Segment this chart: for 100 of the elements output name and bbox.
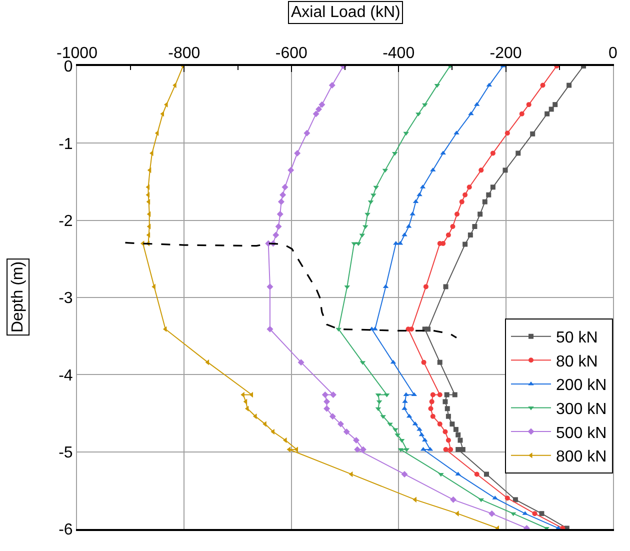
point bbox=[280, 192, 286, 198]
x-tick-label: -600 bbox=[275, 44, 308, 62]
y-tick-label: -3 bbox=[58, 290, 73, 308]
point bbox=[315, 106, 322, 112]
point bbox=[437, 392, 442, 398]
y-tick-label: -2 bbox=[58, 212, 73, 230]
point bbox=[544, 111, 550, 116]
point bbox=[453, 426, 458, 432]
point bbox=[430, 414, 436, 419]
legend-label: 800 kN bbox=[556, 448, 607, 466]
point bbox=[462, 242, 468, 247]
point bbox=[438, 472, 444, 477]
point bbox=[450, 422, 455, 427]
legend-label: 500 kN bbox=[556, 424, 607, 442]
legend-label: 50 kN bbox=[556, 330, 598, 347]
point bbox=[266, 283, 274, 290]
point bbox=[446, 414, 451, 419]
point bbox=[437, 360, 442, 365]
point bbox=[474, 472, 480, 477]
point bbox=[466, 184, 472, 190]
point bbox=[442, 399, 448, 404]
point bbox=[539, 511, 544, 516]
y-tick-label: -1 bbox=[58, 136, 73, 153]
point bbox=[450, 496, 457, 503]
point bbox=[428, 406, 434, 412]
point bbox=[324, 405, 330, 412]
point bbox=[416, 192, 422, 196]
point bbox=[430, 392, 436, 398]
point bbox=[364, 212, 370, 217]
point bbox=[276, 210, 284, 218]
point bbox=[526, 102, 532, 108]
y-tick-label: -6 bbox=[58, 522, 73, 539]
point bbox=[484, 472, 489, 477]
point bbox=[519, 111, 524, 116]
point bbox=[337, 420, 344, 428]
point bbox=[336, 328, 342, 332]
point bbox=[488, 510, 496, 517]
point bbox=[421, 360, 426, 365]
point bbox=[512, 497, 518, 502]
point bbox=[468, 111, 474, 116]
point bbox=[490, 150, 496, 156]
point bbox=[448, 447, 454, 452]
point bbox=[423, 284, 428, 290]
point bbox=[146, 224, 151, 230]
point bbox=[490, 184, 496, 190]
x-tick-label: 0 bbox=[608, 44, 618, 62]
point bbox=[146, 232, 150, 238]
point bbox=[552, 102, 558, 108]
x-tick-label: -200 bbox=[490, 44, 522, 62]
point bbox=[373, 186, 379, 190]
point bbox=[294, 150, 301, 156]
point bbox=[486, 192, 492, 198]
point bbox=[304, 130, 310, 136]
point bbox=[444, 392, 450, 398]
point bbox=[266, 326, 274, 332]
x-tick-label: -800 bbox=[168, 44, 200, 62]
x-axis-title: Axial Load (kN) bbox=[291, 4, 400, 21]
point bbox=[318, 101, 326, 108]
point bbox=[437, 422, 442, 427]
point bbox=[478, 212, 483, 217]
point bbox=[286, 446, 291, 452]
point bbox=[278, 198, 284, 206]
point bbox=[460, 447, 466, 452]
point bbox=[516, 150, 521, 156]
y-axis-title: Depth (m) bbox=[10, 261, 27, 333]
point bbox=[462, 192, 468, 198]
point bbox=[540, 82, 546, 88]
point bbox=[444, 406, 450, 412]
point bbox=[548, 106, 554, 112]
point bbox=[450, 224, 456, 230]
point bbox=[353, 437, 360, 444]
point bbox=[312, 110, 320, 118]
point bbox=[468, 232, 473, 238]
point bbox=[452, 392, 458, 398]
point bbox=[459, 199, 464, 204]
point bbox=[324, 398, 330, 405]
point bbox=[360, 446, 366, 453]
point bbox=[429, 399, 434, 404]
point bbox=[354, 446, 361, 453]
point bbox=[454, 212, 460, 217]
point bbox=[329, 413, 336, 420]
point bbox=[566, 82, 572, 88]
point bbox=[330, 391, 336, 398]
point bbox=[456, 432, 461, 438]
point bbox=[322, 391, 328, 398]
point bbox=[472, 224, 478, 230]
point bbox=[443, 284, 448, 290]
point bbox=[275, 223, 282, 230]
point bbox=[446, 232, 451, 238]
y-tick-label: -4 bbox=[58, 367, 73, 384]
point bbox=[456, 447, 461, 452]
point bbox=[458, 438, 463, 443]
point bbox=[272, 232, 280, 238]
line-series bbox=[124, 242, 458, 338]
point bbox=[532, 511, 538, 516]
line-series bbox=[140, 66, 500, 529]
point bbox=[343, 428, 350, 436]
point bbox=[530, 131, 536, 136]
legend-label: 80 kN bbox=[556, 353, 598, 370]
point bbox=[446, 438, 451, 443]
